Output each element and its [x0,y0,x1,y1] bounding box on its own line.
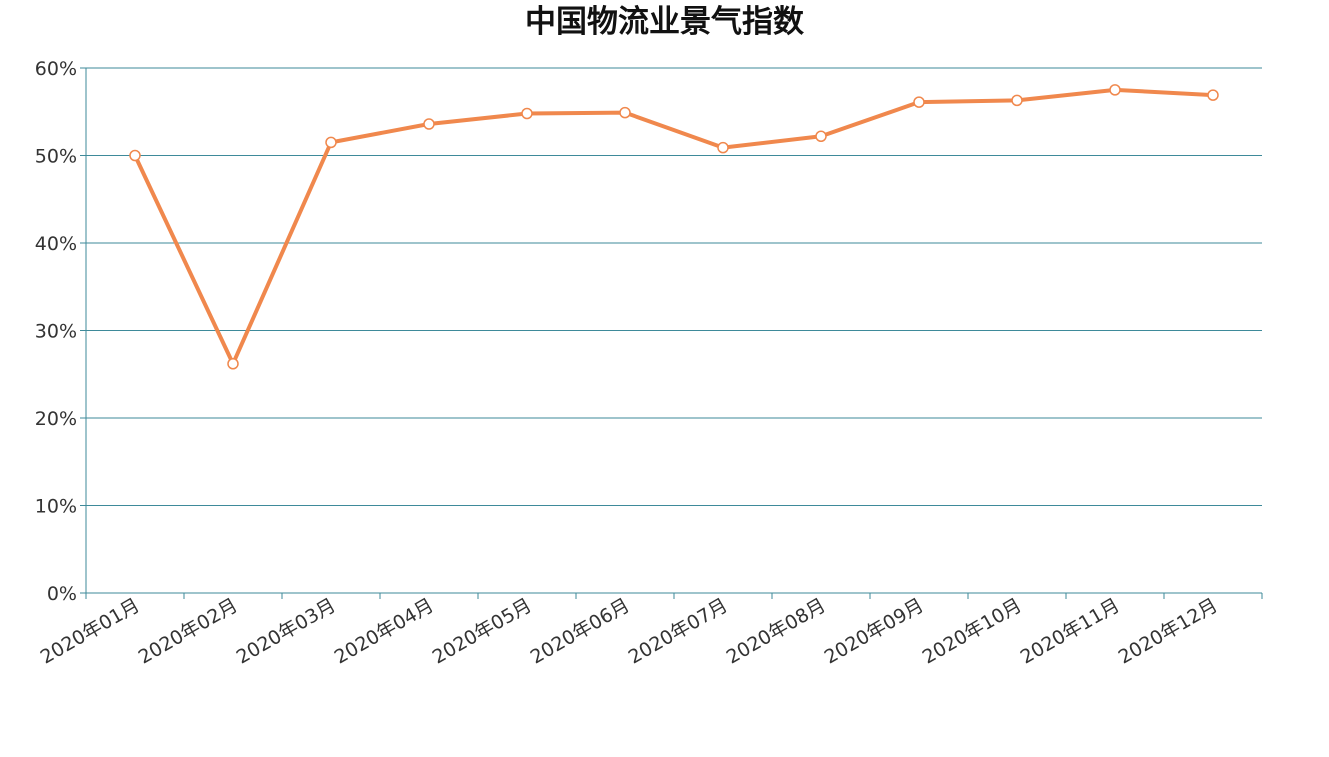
y-tick-label: 0% [47,583,77,605]
series-line [133,87,1215,366]
grid-lines [86,67,1262,506]
data-point [717,141,729,154]
x-tick-label: 2020年09月 [821,594,928,668]
x-tick-label: 2020年10月 [919,594,1026,668]
x-tick-label: 2020年04月 [331,594,438,668]
x-tick-label: 2020年11月 [1017,594,1124,668]
x-tick-label: 2020年02月 [135,594,242,668]
data-point [815,130,827,142]
x-tick-label: 2020年08月 [723,594,830,668]
data-point [423,118,435,130]
data-points [129,84,1219,370]
series-layer [133,87,1215,366]
y-tick-label: 20% [35,408,77,430]
axes [80,67,1263,599]
y-tick-label: 10% [35,496,77,518]
data-point [913,96,925,108]
chart-title: 中国物流业景气指数 [525,4,804,40]
data-point [1109,84,1121,96]
data-point [521,107,533,120]
data-point [619,106,631,119]
x-tick-label: 2020年12月 [1115,594,1222,668]
x-tick-label: 2020年03月 [233,594,340,668]
data-point [325,136,337,149]
data-point [227,358,239,370]
x-tick-label: 2020年05月 [429,594,536,668]
x-axis-tick-labels: 2020年01月2020年02月2020年03月2020年04月2020年05月… [37,594,1222,668]
y-tick-label: 30% [35,321,77,343]
data-point [129,149,141,162]
y-axis-tick-labels: 0% 10% 20% 30% 40% 50% 60% [35,58,77,605]
y-tick-label: 50% [35,146,77,168]
y-tick-label: 40% [35,233,77,255]
x-tick-label: 2020年01月 [37,594,144,668]
x-tick-label: 2020年06月 [527,594,634,668]
data-point [1207,89,1219,101]
data-point [1011,94,1023,107]
x-tick-label: 2020年07月 [625,594,732,668]
y-tick-label: 60% [35,58,77,80]
